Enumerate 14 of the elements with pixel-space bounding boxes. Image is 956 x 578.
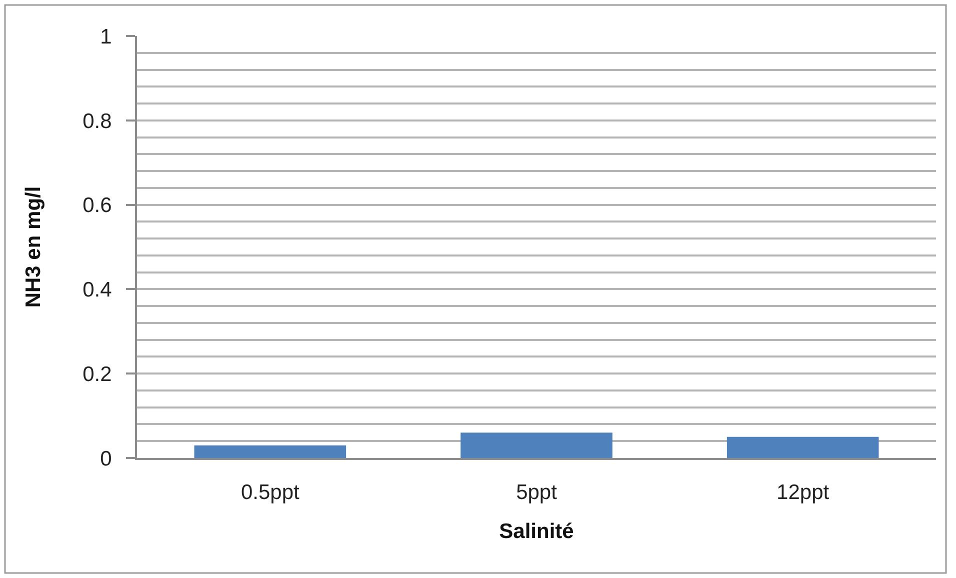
- y-tick-label: 0.8: [82, 110, 112, 133]
- y-tick-label: 1: [100, 25, 112, 48]
- x-axis-title: Salinité: [499, 520, 574, 543]
- y-tick-label: 0: [100, 447, 112, 470]
- bar: [726, 436, 879, 458]
- x-tick-label: 12ppt: [776, 481, 830, 504]
- bar: [194, 445, 346, 458]
- x-tick-label: 0.5ppt: [240, 481, 300, 504]
- y-tick-label: 0.2: [82, 362, 112, 386]
- y-tick-label: 0.6: [82, 194, 112, 218]
- y-tick-label: 0.4: [82, 278, 112, 302]
- y-axis-title: NH3 en mg/l: [22, 186, 46, 308]
- x-tick-label: 5ppt: [516, 481, 558, 504]
- bar: [460, 432, 612, 458]
